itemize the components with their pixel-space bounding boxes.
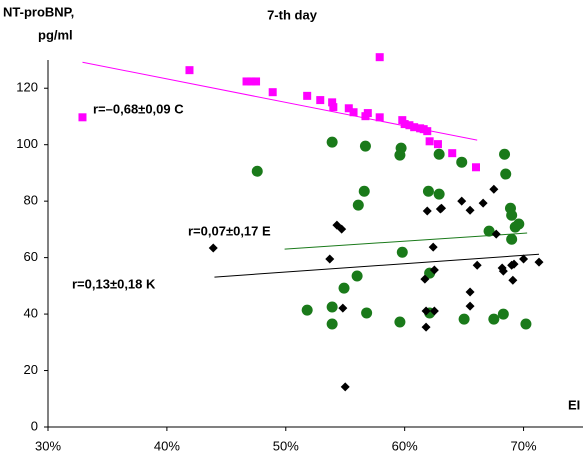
data-point <box>472 260 482 270</box>
data-point <box>458 313 470 325</box>
data-point <box>340 382 350 392</box>
data-point <box>433 140 442 149</box>
data-point <box>359 140 371 152</box>
data-point <box>498 266 508 276</box>
data-point <box>489 184 499 194</box>
data-point <box>352 199 364 211</box>
data-point <box>326 301 338 313</box>
data-point <box>252 77 261 86</box>
data-point <box>456 156 468 168</box>
data-point <box>508 275 518 285</box>
data-point <box>338 303 348 313</box>
data-point <box>457 196 467 206</box>
data-point <box>420 274 430 284</box>
y-axis-label: pg/ml <box>38 27 73 42</box>
data-point <box>358 185 370 197</box>
trend-line <box>214 253 540 278</box>
y-axis-label: NT-proBNP, <box>3 4 74 19</box>
x-tick-label: 50% <box>273 438 299 453</box>
y-tick-label: 100 <box>16 136 38 151</box>
data-point <box>520 318 532 330</box>
x-axis-label: EI <box>568 397 580 412</box>
data-point <box>478 198 488 208</box>
data-point <box>465 205 475 215</box>
y-tick-label: 20 <box>24 362 38 377</box>
data-point <box>497 308 509 320</box>
y-tick-label: 120 <box>16 80 38 95</box>
data-point <box>303 91 312 100</box>
data-point <box>422 206 432 216</box>
y-tick-label: 0 <box>31 418 38 433</box>
data-point <box>301 304 313 316</box>
data-point <box>509 259 519 269</box>
annotation: r=0,13±0,18 K <box>72 276 156 291</box>
data-point <box>268 88 277 97</box>
data-point <box>410 123 419 132</box>
data-point <box>421 306 431 316</box>
data-point <box>349 108 358 117</box>
data-point <box>428 242 438 252</box>
y-tick-label: 80 <box>24 193 38 208</box>
data-point <box>499 148 511 160</box>
data-point <box>472 163 480 172</box>
data-point <box>423 127 432 136</box>
data-point <box>375 113 384 122</box>
data-point <box>185 66 194 75</box>
data-point <box>422 185 434 197</box>
data-point <box>328 98 337 107</box>
data-point <box>326 136 338 148</box>
data-point <box>247 77 256 86</box>
data-point <box>351 270 363 282</box>
y-tick-label: 60 <box>24 249 38 264</box>
data-point <box>448 149 457 158</box>
data-point <box>491 229 501 239</box>
chart-title: 7-th day <box>267 7 318 22</box>
data-point <box>394 316 406 328</box>
annotation: r=0,07±0,17 E <box>188 223 271 238</box>
data-point <box>338 282 350 294</box>
data-point <box>325 254 335 264</box>
data-point <box>500 168 512 180</box>
y-tick-label: 40 <box>24 306 38 321</box>
data-point <box>429 265 439 275</box>
data-point <box>208 243 218 253</box>
data-point <box>337 224 347 234</box>
data-point <box>395 142 407 154</box>
data-point <box>326 318 338 330</box>
data-point <box>433 188 445 200</box>
data-point <box>519 254 529 264</box>
data-point <box>78 113 87 122</box>
data-point <box>316 96 325 105</box>
x-tick-label: 70% <box>511 438 537 453</box>
x-tick-label: 60% <box>392 438 418 453</box>
data-point <box>465 287 475 297</box>
data-point <box>429 306 439 316</box>
data-point <box>363 109 372 118</box>
annotation: r=–0,68±0,09 C <box>93 101 184 116</box>
data-point <box>329 103 338 112</box>
data-point <box>242 77 251 86</box>
data-point <box>375 53 384 62</box>
data-point <box>483 225 495 237</box>
data-point <box>513 218 525 230</box>
data-point <box>361 307 373 319</box>
data-point <box>433 148 445 160</box>
data-point <box>534 257 544 267</box>
data-point <box>400 120 409 129</box>
data-point <box>396 246 408 258</box>
x-tick-label: 30% <box>35 438 61 453</box>
data-point <box>425 137 434 146</box>
data-point <box>251 165 263 177</box>
data-point <box>344 104 353 113</box>
x-tick-label: 40% <box>154 438 180 453</box>
data-point <box>421 322 431 332</box>
data-point <box>506 233 518 245</box>
data-point <box>506 209 518 221</box>
data-point <box>437 203 447 213</box>
data-point <box>488 313 500 325</box>
data-point <box>465 301 475 311</box>
data-point <box>405 121 414 130</box>
